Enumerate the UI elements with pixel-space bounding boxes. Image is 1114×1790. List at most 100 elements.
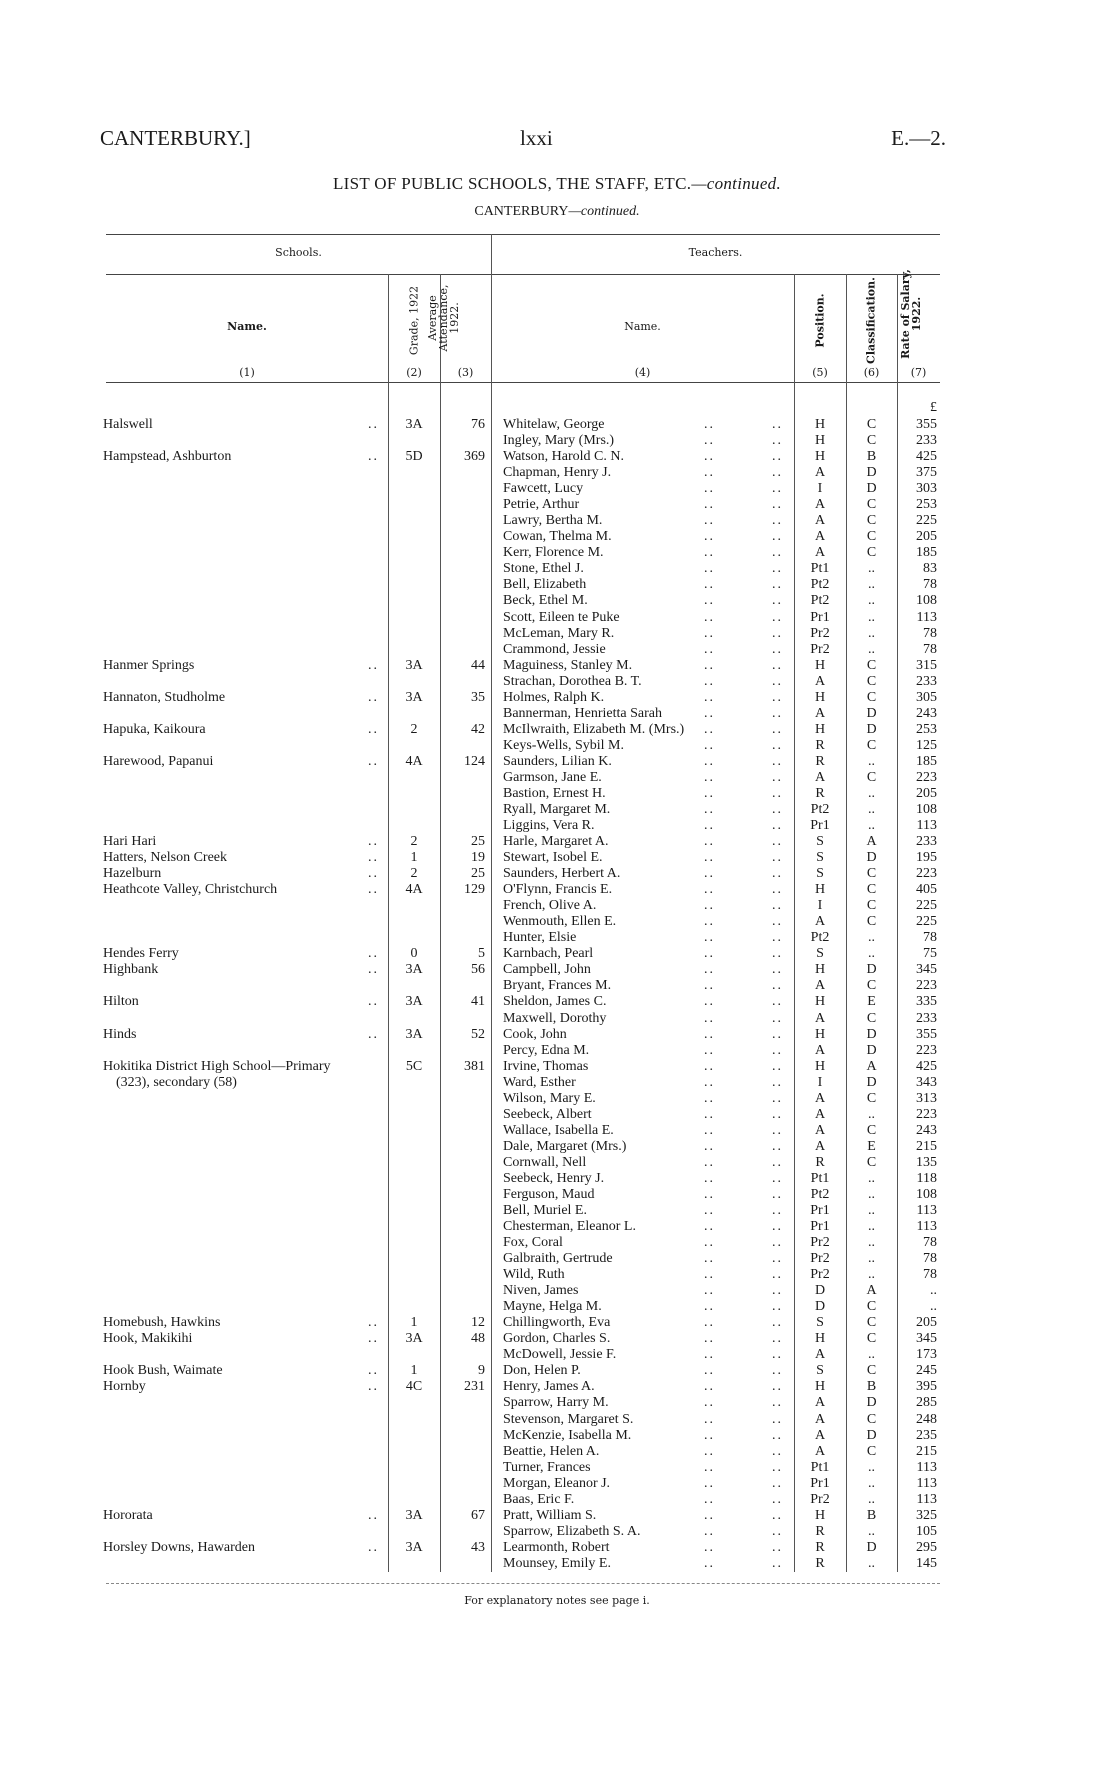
leader-dots: .. <box>704 1459 715 1475</box>
school-grade: 2 <box>410 834 418 849</box>
teacher-salary: 215 <box>916 1443 937 1459</box>
leader-dots: .. <box>772 1026 783 1042</box>
teacher-position: Pr1 <box>810 609 830 625</box>
leader-dots: .. <box>704 1154 715 1170</box>
leader-dots: .. <box>704 657 715 673</box>
teacher-name: Saunders, Lilian K. <box>503 753 612 769</box>
leader-dots: .. <box>704 753 715 769</box>
teacher-classification: .. <box>868 785 875 801</box>
teacher-classification: C <box>866 433 877 448</box>
teacher-position: A <box>814 529 826 545</box>
leader-dots: .. <box>704 481 715 497</box>
leader-dots: .. <box>772 1299 783 1315</box>
leader-dots: .. <box>704 1507 715 1523</box>
teacher-salary: 173 <box>916 1347 937 1363</box>
teacher-classification: C <box>866 898 877 914</box>
leader-dots: .. <box>772 593 783 609</box>
teacher-salary: 78 <box>923 1267 937 1283</box>
teacher-salary: 223 <box>916 1042 937 1058</box>
teacher-salary: 315 <box>916 657 937 673</box>
leader-dots: .. <box>704 1315 715 1331</box>
teacher-classification: .. <box>868 1523 875 1539</box>
teacher-name: Don, Helen P. <box>503 1363 581 1379</box>
leader-dots: .. <box>368 657 379 673</box>
teacher-name: Keys-Wells, Sybil M. <box>503 737 624 753</box>
teacher-position: H <box>814 1507 826 1523</box>
teacher-position: A <box>814 465 826 481</box>
teacher-salary: 233 <box>916 834 937 849</box>
col-number: (6) <box>863 366 880 379</box>
school-attendance: 12 <box>471 1315 485 1331</box>
teacher-position: A <box>814 1010 826 1026</box>
teacher-position: S <box>816 850 824 866</box>
teacher-name: Morgan, Eleanor J. <box>503 1475 611 1491</box>
teacher-classification: D <box>866 962 877 978</box>
leader-dots: .. <box>704 834 715 849</box>
teacher-salary: 233 <box>916 433 937 448</box>
currency-symbol: £ <box>930 400 937 415</box>
leader-dots: .. <box>772 673 783 689</box>
teacher-name: Chillingworth, Eva <box>503 1315 611 1331</box>
teacher-position: A <box>814 673 826 689</box>
school-grade: 2 <box>410 866 418 882</box>
leader-dots: .. <box>368 834 379 849</box>
teacher-classification: C <box>866 1010 877 1026</box>
teacher-name: Learmonth, Robert <box>503 1539 610 1555</box>
leader-dots: .. <box>772 834 783 849</box>
leader-dots: .. <box>704 609 715 625</box>
leader-dots: .. <box>772 1539 783 1555</box>
leader-dots: .. <box>772 1122 783 1138</box>
leader-dots: .. <box>704 882 715 898</box>
school-grade: 3A <box>405 1507 423 1523</box>
teacher-position: A <box>814 1106 826 1122</box>
teacher-position: Pr2 <box>810 641 830 657</box>
running-head-left: CANTERBURY.] <box>100 126 251 150</box>
school-name: Hilton <box>103 994 139 1010</box>
teacher-classification: .. <box>868 1491 875 1507</box>
teacher-name: Gordon, Charles S. <box>503 1331 611 1347</box>
leader-dots: .. <box>368 1315 379 1331</box>
teacher-position: Pt1 <box>810 561 830 577</box>
school-grade: 3A <box>405 657 423 673</box>
teacher-position: A <box>814 1138 826 1154</box>
teacher-classification: C <box>866 1122 877 1138</box>
teacher-classification: D <box>866 1074 877 1090</box>
leader-dots: .. <box>772 994 783 1010</box>
teacher-position: A <box>814 978 826 994</box>
col-header-teacher-name: Name. <box>624 320 661 333</box>
teacher-salary: 248 <box>916 1411 937 1427</box>
leader-dots: .. <box>772 449 783 465</box>
teacher-classification: C <box>866 529 877 545</box>
teacher-classification: E <box>867 994 876 1010</box>
leader-dots: .. <box>704 1235 715 1250</box>
leader-dots: .. <box>772 1170 783 1186</box>
teacher-name: McDowell, Jessie F. <box>503 1347 617 1363</box>
teacher-classification: D <box>866 1395 877 1411</box>
leader-dots: .. <box>772 545 783 561</box>
teacher-name: Ryall, Margaret M. <box>503 802 611 817</box>
teacher-position: A <box>814 1443 826 1459</box>
teacher-name: Ferguson, Maud <box>503 1186 595 1202</box>
leader-dots: .. <box>368 753 379 769</box>
teacher-classification: .. <box>868 1170 875 1186</box>
teacher-name: Cowan, Thelma M. <box>503 529 612 545</box>
school-attendance: 44 <box>471 657 485 673</box>
leader-dots: .. <box>704 1347 715 1363</box>
page-title: LIST OF PUBLIC SCHOOLS, THE STAFF, ETC.—… <box>0 174 1114 194</box>
teacher-classification: .. <box>868 625 875 641</box>
teacher-name: Hunter, Elsie <box>503 930 577 946</box>
teacher-name: Garmson, Jane E. <box>503 769 602 785</box>
leader-dots: .. <box>704 850 715 866</box>
school-name: Homebush, Hawkins <box>103 1315 221 1331</box>
leader-dots: .. <box>772 481 783 497</box>
leader-dots: .. <box>704 513 715 529</box>
col-divider <box>897 274 898 1572</box>
teacher-name: Turner, Frances <box>503 1459 591 1475</box>
col-header-school-name: Name. <box>227 320 267 333</box>
teacher-position: Pr1 <box>810 818 830 833</box>
teacher-classification: .. <box>868 1475 875 1491</box>
teacher-salary: 113 <box>916 1459 937 1475</box>
leader-dots: .. <box>704 561 715 577</box>
teacher-position: R <box>815 1523 825 1539</box>
leader-dots: .. <box>704 1074 715 1090</box>
